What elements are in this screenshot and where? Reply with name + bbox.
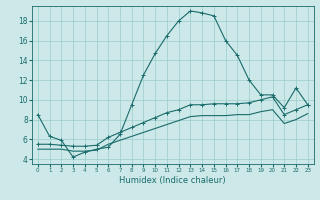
X-axis label: Humidex (Indice chaleur): Humidex (Indice chaleur)	[119, 176, 226, 185]
